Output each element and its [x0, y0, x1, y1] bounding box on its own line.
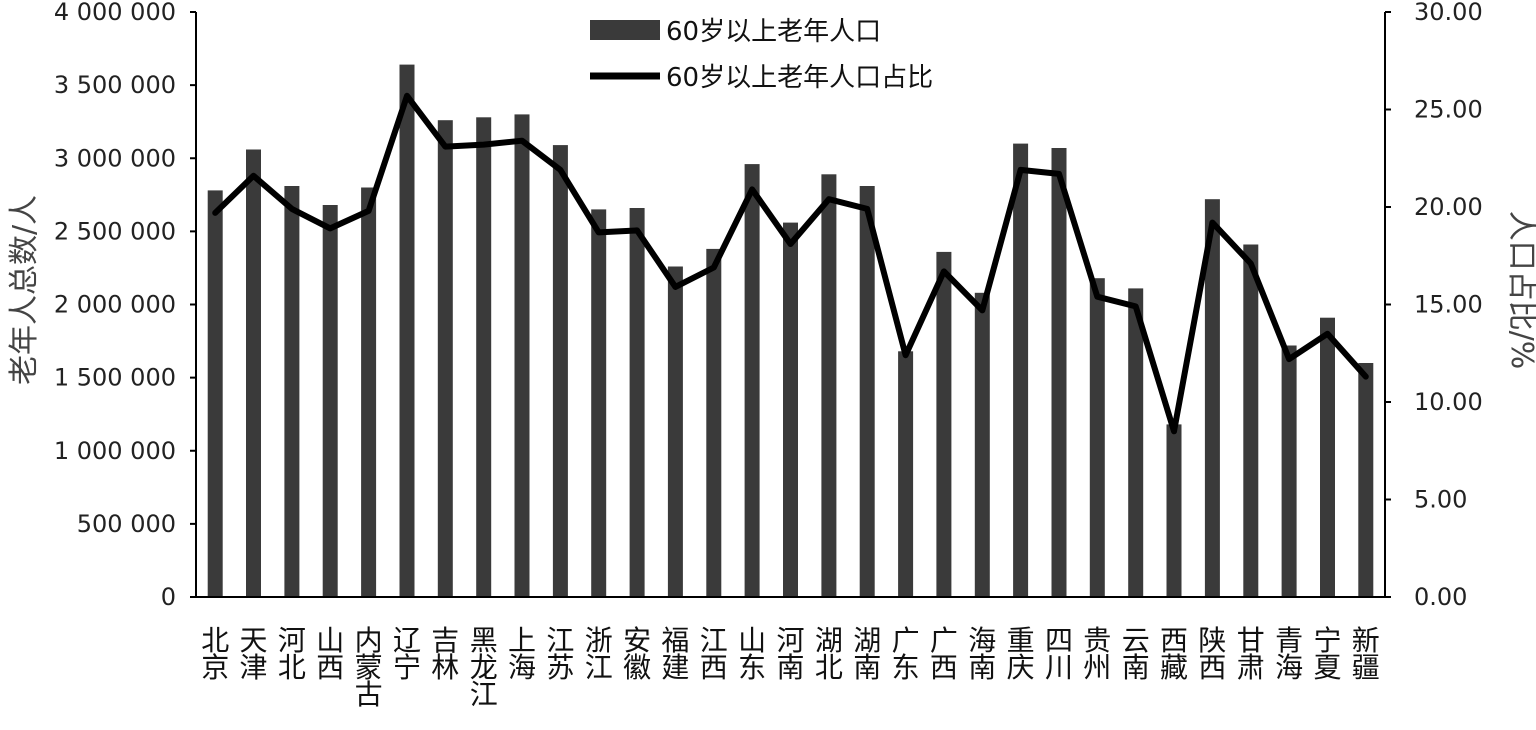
bar — [437, 120, 453, 597]
left-tick-label: 2 000 000 — [54, 291, 176, 319]
left-tick-label: 2 500 000 — [54, 217, 176, 245]
category-label: 江苏 — [546, 624, 574, 684]
bar — [1320, 317, 1335, 597]
category-label: 甘肃 — [1237, 624, 1265, 684]
category-label: 浙江 — [585, 624, 613, 684]
bar — [1013, 143, 1029, 597]
right-axis-ticks: 0.00 5.00 10.00 15.00 20.00 25.00 30.00 — [1385, 0, 1483, 611]
legend: 60岁以上老年人口 60岁以上老年人口占比 — [590, 17, 933, 93]
category-label: 广东 — [892, 624, 920, 684]
bar — [667, 266, 683, 597]
category-label: 天津 — [239, 624, 267, 684]
category-label: 西藏 — [1160, 624, 1188, 684]
category-label: 新疆 — [1352, 624, 1380, 684]
right-tick-label: 30.00 — [1414, 0, 1483, 26]
category-label: 湖南 — [853, 624, 881, 684]
left-axis-ticks: 0 500 000 1 000 000 1 500 000 2 000 000 2 500… — [54, 0, 196, 611]
bar — [552, 145, 568, 597]
right-tick-label: 25.00 — [1414, 96, 1483, 124]
category-label: 云南 — [1122, 624, 1150, 684]
category-label: 安徽 — [623, 624, 651, 684]
bar — [1358, 363, 1374, 597]
category-label: 青海 — [1275, 624, 1303, 684]
category-labels: 北京天津河北山西内蒙古辽宁吉林黑龙江上海江苏浙江安徽福建江西山东河南湖北湖南广东… — [201, 624, 1380, 711]
bar — [744, 164, 760, 597]
bar — [361, 187, 377, 597]
bar — [1089, 278, 1105, 597]
left-tick-label: 500 000 — [77, 510, 176, 538]
category-label: 重庆 — [1007, 624, 1035, 684]
bar — [1204, 199, 1220, 597]
bar — [284, 186, 300, 597]
bar — [821, 174, 837, 598]
right-tick-label: 5.00 — [1414, 486, 1467, 514]
left-tick-label: 3 500 000 — [54, 71, 176, 99]
bar — [1051, 148, 1067, 597]
left-tick-label: 0 — [161, 583, 176, 611]
category-label: 上海 — [508, 624, 536, 684]
legend-bar-label: 60岁以上老年人口 — [666, 17, 881, 47]
bar — [1166, 424, 1182, 597]
left-tick-label: 4 000 000 — [54, 0, 176, 26]
bar — [898, 351, 914, 597]
bar-series — [207, 64, 1374, 598]
bar — [322, 205, 338, 597]
category-label: 广西 — [930, 624, 958, 684]
bar — [399, 64, 415, 598]
right-axis-title: 人口占比/% — [1504, 211, 1536, 370]
category-label: 江西 — [700, 624, 728, 684]
category-label: 山西 — [316, 624, 344, 684]
right-tick-label: 15.00 — [1414, 291, 1483, 319]
bar — [706, 248, 722, 597]
bar — [1281, 345, 1297, 597]
bar — [936, 251, 952, 597]
category-label: 陕西 — [1198, 624, 1226, 684]
bar — [246, 149, 261, 597]
right-tick-label: 20.00 — [1414, 193, 1483, 221]
category-label: 吉林 — [431, 624, 459, 684]
category-label: 黑龙江 — [470, 624, 498, 711]
category-label: 河北 — [278, 624, 306, 684]
legend-bar-swatch — [590, 20, 660, 40]
left-tick-label: 3 000 000 — [54, 144, 176, 172]
bar — [1243, 244, 1259, 597]
category-label: 宁夏 — [1313, 624, 1341, 684]
category-label: 四川 — [1045, 624, 1073, 684]
legend-line-label: 60岁以上老年人口占比 — [666, 63, 933, 93]
bar — [514, 114, 530, 598]
left-axis-title: 老年人总数/人 — [7, 195, 42, 385]
bar — [476, 117, 492, 598]
category-label: 北京 — [201, 624, 229, 684]
bar — [629, 208, 645, 597]
bar — [859, 186, 875, 597]
bar — [207, 190, 223, 597]
bar — [1128, 288, 1144, 597]
line-series — [212, 92, 1369, 435]
bar — [974, 292, 990, 597]
right-tick-label: 0.00 — [1414, 583, 1467, 611]
category-label: 湖北 — [815, 624, 843, 684]
category-label: 内蒙古 — [355, 624, 383, 711]
category-label: 山东 — [738, 624, 766, 684]
category-label: 贵州 — [1083, 624, 1111, 684]
category-label: 福建 — [661, 624, 689, 684]
left-tick-label: 1 000 000 — [54, 437, 176, 465]
category-label: 河南 — [776, 624, 804, 684]
bar — [591, 209, 607, 597]
bar — [783, 222, 798, 597]
category-label: 海南 — [968, 624, 996, 684]
left-tick-label: 1 500 000 — [54, 364, 176, 392]
right-tick-label: 10.00 — [1414, 388, 1483, 416]
category-label: 辽宁 — [393, 624, 421, 684]
